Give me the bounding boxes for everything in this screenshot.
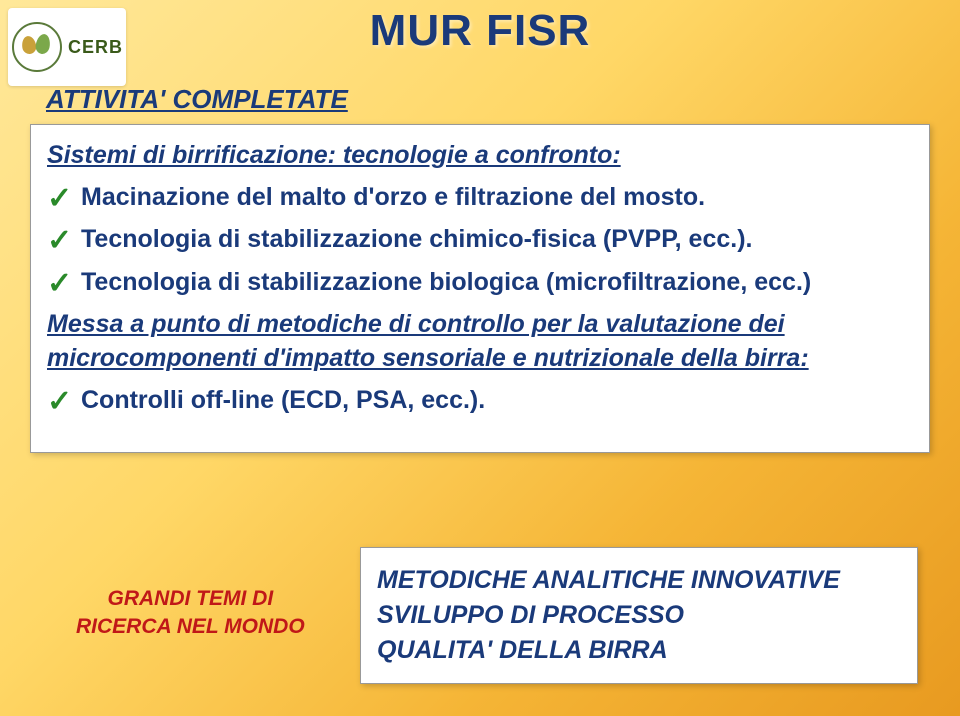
check-item: Macinazione del malto d'orzo e filtrazio… — [47, 181, 913, 214]
footer-line: SVILUPPO DI PROCESSO — [377, 601, 901, 630]
subtitle: ATTIVITA' COMPLETATE — [46, 84, 348, 115]
check-item: Tecnologia di stabilizzazione chimico-fi… — [47, 223, 913, 256]
footer-card: METODICHE ANALITICHE INNOVATIVE SVILUPPO… — [360, 547, 918, 684]
page-title: MUR FISR — [0, 6, 960, 56]
check-item: Tecnologia di stabilizzazione biologica … — [47, 266, 913, 299]
section-heading-1: Sistemi di birrificazione: tecnologie a … — [47, 139, 913, 173]
check-item: Controlli off-line (ECD, PSA, ecc.). — [47, 384, 913, 417]
content-card: Sistemi di birrificazione: tecnologie a … — [30, 124, 930, 453]
footer-line: METODICHE ANALITICHE INNOVATIVE — [377, 566, 901, 595]
slide: CERB MUR FISR ATTIVITA' COMPLETATE Siste… — [0, 0, 960, 716]
footer-left-text: GRANDI TEMI DI RICERCA NEL MONDO — [76, 585, 305, 640]
section-heading-2: Messa a punto di metodiche di controllo … — [47, 308, 913, 376]
footer-line: QUALITA' DELLA BIRRA — [377, 636, 901, 665]
